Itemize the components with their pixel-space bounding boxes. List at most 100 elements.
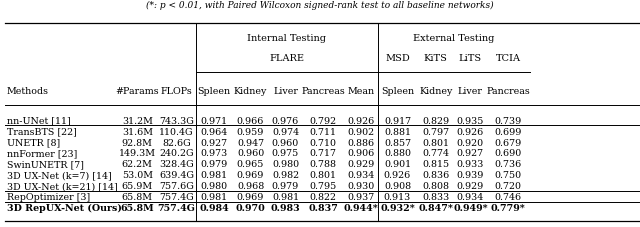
Text: nn-UNet [11]: nn-UNet [11]: [7, 116, 71, 125]
Text: 0.927: 0.927: [457, 149, 484, 158]
Text: 0.937: 0.937: [348, 192, 374, 201]
Text: 0.815: 0.815: [422, 160, 449, 169]
Text: (*: p < 0.01, with Paired Wilcoxon signed-rank test to all baseline networks): (*: p < 0.01, with Paired Wilcoxon signe…: [146, 1, 494, 10]
Text: Methods: Methods: [7, 86, 49, 96]
Text: 0.979: 0.979: [200, 160, 228, 169]
Text: 0.966: 0.966: [237, 116, 264, 125]
Text: 0.880: 0.880: [384, 149, 411, 158]
Text: 0.968: 0.968: [237, 182, 264, 190]
Text: 0.837: 0.837: [308, 203, 338, 212]
Text: 0.881: 0.881: [384, 127, 411, 136]
Text: SwinUNETR [7]: SwinUNETR [7]: [7, 160, 84, 169]
Text: RepOptimizer [3]: RepOptimizer [3]: [7, 192, 90, 201]
Text: Spleen: Spleen: [381, 86, 414, 96]
Text: 0.750: 0.750: [495, 171, 522, 180]
Text: Mean: Mean: [348, 86, 374, 96]
Text: 0.976: 0.976: [272, 116, 299, 125]
Text: 0.926: 0.926: [457, 127, 484, 136]
Text: 0.965: 0.965: [237, 160, 264, 169]
Text: #Params: #Params: [115, 86, 159, 96]
Text: 0.711: 0.711: [310, 127, 337, 136]
Text: External Testing: External Testing: [413, 34, 495, 43]
Text: Liver: Liver: [458, 86, 483, 96]
Text: 0.975: 0.975: [272, 149, 299, 158]
Text: 0.906: 0.906: [348, 149, 374, 158]
Text: 0.979: 0.979: [272, 182, 299, 190]
Text: 0.984: 0.984: [199, 203, 229, 212]
Text: 0.973: 0.973: [200, 149, 228, 158]
Text: 0.857: 0.857: [384, 138, 411, 147]
Text: 0.974: 0.974: [272, 127, 299, 136]
Text: 0.926: 0.926: [348, 116, 374, 125]
Text: 65.9M: 65.9M: [122, 182, 153, 190]
Text: 0.699: 0.699: [495, 127, 522, 136]
Text: 0.934: 0.934: [348, 171, 374, 180]
Text: 3D RepUX-Net (Ours): 3D RepUX-Net (Ours): [7, 203, 122, 212]
Text: 0.926: 0.926: [384, 171, 411, 180]
Text: 0.960: 0.960: [237, 149, 264, 158]
Text: KiTS: KiTS: [424, 54, 448, 63]
Text: 757.4G: 757.4G: [157, 203, 196, 212]
Text: Kidney: Kidney: [419, 86, 452, 96]
Text: Liver: Liver: [273, 86, 298, 96]
Text: MSD: MSD: [385, 54, 410, 63]
Text: 0.679: 0.679: [495, 138, 522, 147]
Text: 0.981: 0.981: [200, 192, 228, 201]
Text: 149.3M: 149.3M: [119, 149, 156, 158]
Text: 743.3G: 743.3G: [159, 116, 194, 125]
Text: 0.949*: 0.949*: [453, 203, 488, 212]
Text: 0.983: 0.983: [271, 203, 300, 212]
Text: 0.829: 0.829: [422, 116, 449, 125]
Text: Kidney: Kidney: [234, 86, 268, 96]
Text: 0.970: 0.970: [236, 203, 266, 212]
Text: 0.981: 0.981: [272, 192, 299, 201]
Text: 0.808: 0.808: [422, 182, 449, 190]
Text: 0.801: 0.801: [310, 171, 337, 180]
Text: 65.8M: 65.8M: [122, 192, 153, 201]
Text: 0.720: 0.720: [495, 182, 522, 190]
Text: 757.4G: 757.4G: [159, 192, 194, 201]
Text: 0.960: 0.960: [272, 138, 299, 147]
Text: 0.920: 0.920: [457, 138, 484, 147]
Text: 31.6M: 31.6M: [122, 127, 153, 136]
Text: 0.935: 0.935: [457, 116, 484, 125]
Text: 0.847*: 0.847*: [419, 203, 453, 212]
Text: 0.944*: 0.944*: [344, 203, 378, 212]
Text: 0.927: 0.927: [200, 138, 228, 147]
Text: 0.969: 0.969: [237, 192, 264, 201]
Text: 0.774: 0.774: [422, 149, 449, 158]
Text: 0.797: 0.797: [422, 127, 449, 136]
Text: Spleen: Spleen: [198, 86, 230, 96]
Text: 0.964: 0.964: [200, 127, 228, 136]
Text: 0.801: 0.801: [422, 138, 449, 147]
Text: Internal Testing: Internal Testing: [247, 34, 326, 43]
Text: 0.822: 0.822: [310, 192, 337, 201]
Text: 82.6G: 82.6G: [163, 138, 191, 147]
Text: 0.788: 0.788: [310, 160, 337, 169]
Text: 31.2M: 31.2M: [122, 116, 153, 125]
Text: 0.795: 0.795: [310, 182, 337, 190]
Text: FLARE: FLARE: [269, 54, 304, 63]
Text: 0.917: 0.917: [384, 116, 411, 125]
Text: 110.4G: 110.4G: [159, 127, 194, 136]
Text: 0.980: 0.980: [200, 182, 228, 190]
Text: 0.929: 0.929: [348, 160, 374, 169]
Text: 0.939: 0.939: [457, 171, 484, 180]
Text: 0.717: 0.717: [310, 149, 337, 158]
Text: 0.908: 0.908: [384, 182, 411, 190]
Text: 0.932*: 0.932*: [380, 203, 415, 212]
Text: 328.4G: 328.4G: [159, 160, 194, 169]
Text: 3D UX-Net (k=21) [14]: 3D UX-Net (k=21) [14]: [7, 182, 118, 190]
Text: 0.982: 0.982: [272, 171, 299, 180]
Text: 0.779*: 0.779*: [491, 203, 525, 212]
Text: 0.934: 0.934: [457, 192, 484, 201]
Text: 92.8M: 92.8M: [122, 138, 153, 147]
Text: 53.0M: 53.0M: [122, 171, 153, 180]
Text: 0.930: 0.930: [348, 182, 374, 190]
Text: 0.710: 0.710: [310, 138, 337, 147]
Text: 0.736: 0.736: [495, 160, 522, 169]
Text: UNETR [8]: UNETR [8]: [7, 138, 60, 147]
Text: TransBTS [22]: TransBTS [22]: [7, 127, 77, 136]
Text: 0.969: 0.969: [237, 171, 264, 180]
Text: 0.739: 0.739: [495, 116, 522, 125]
